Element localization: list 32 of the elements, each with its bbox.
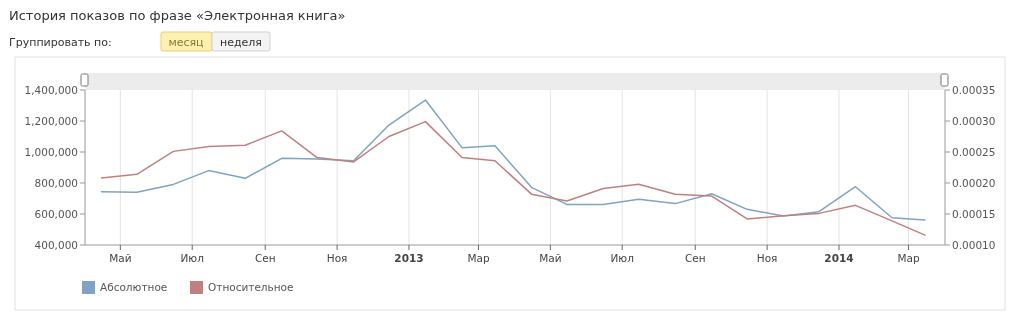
line-series	[100, 99, 926, 221]
y-tick-label: 1,200,000	[24, 115, 78, 127]
x-tick-label: Сен	[684, 252, 706, 264]
x-tick-label: Май	[109, 252, 132, 264]
y2-tick-label: 0.00025	[952, 146, 996, 158]
text: неделя	[220, 36, 262, 49]
line-series	[100, 120, 926, 236]
y2-tick-label: 0.00015	[952, 208, 996, 220]
x-tick-label: Мар	[897, 252, 920, 264]
y-tick-label: 800,000	[34, 177, 78, 189]
x-tick-label: 2014	[824, 252, 854, 264]
y2-tick-label: 0.00035	[952, 84, 996, 96]
text: месяц	[168, 36, 204, 49]
x-tick-label: Июл	[180, 252, 204, 264]
y-tick-label: 1,400,000	[24, 84, 78, 96]
legend-label: Абсолютное	[100, 281, 168, 293]
y-tick-label: 1,000,000	[24, 146, 78, 158]
x-tick-label: 2013	[394, 252, 424, 264]
y2-tick-label: 0.00010	[952, 239, 996, 251]
x-tick-label: Сен	[254, 252, 276, 264]
x-tick-label: Май	[539, 252, 562, 264]
x-tick-label: Ноя	[756, 252, 778, 264]
legend-label: Относительное	[208, 281, 294, 293]
x-tick-label: Ноя	[326, 252, 348, 264]
x-tick-label: Мар	[467, 252, 490, 264]
y2-tick-label: 0.00020	[952, 177, 996, 189]
y2-tick-label: 0.00030	[952, 115, 996, 127]
y-tick-label: 400,000	[34, 239, 78, 251]
x-tick-label: Июл	[610, 252, 634, 264]
y-tick-label: 600,000	[34, 208, 78, 220]
text: Группировать по:	[9, 36, 112, 49]
chart-title: История показов по фразе «Электронная книга»	[9, 8, 346, 23]
